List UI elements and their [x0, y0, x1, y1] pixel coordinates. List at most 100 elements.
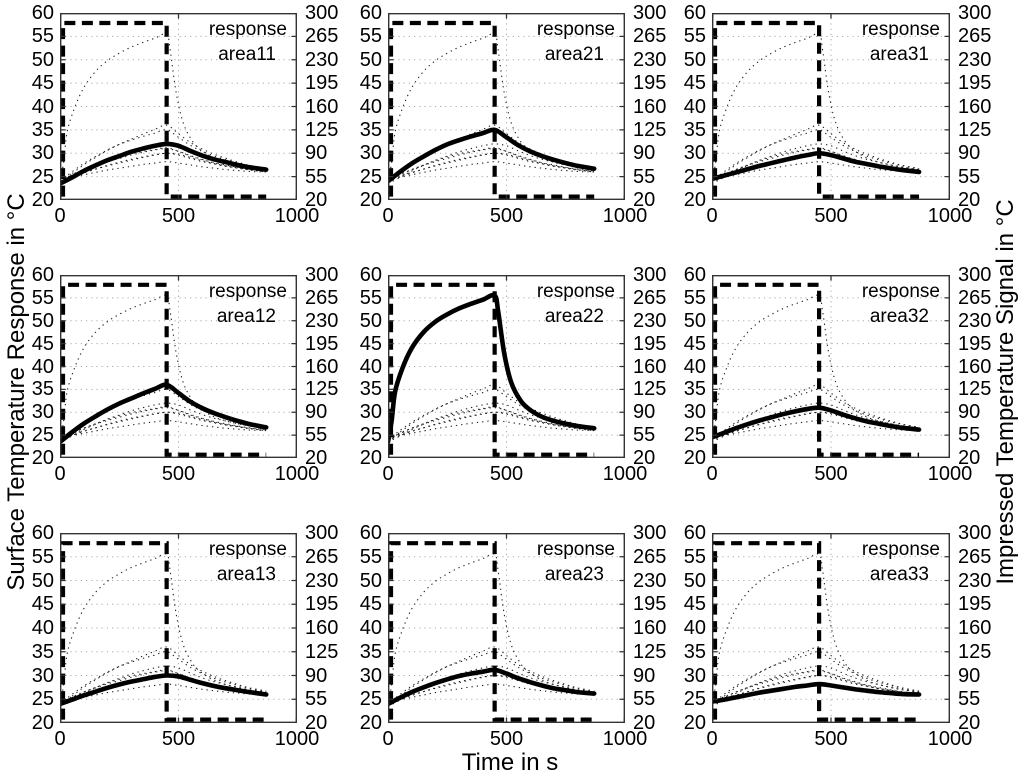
y-right-tick-label: 20 [958, 189, 981, 211]
x-tick-label: 0 [706, 205, 718, 227]
y-left-tick-label: 25 [683, 688, 706, 711]
legend-response-label: response [536, 19, 615, 40]
y-left-tick-label: 20 [31, 447, 54, 469]
x-tick-label: 1000 [602, 728, 648, 750]
y-left-tick-label: 35 [683, 118, 706, 141]
y-left-tick-label: 60 [31, 2, 54, 24]
plot-canvas-area23 [388, 533, 625, 723]
subplot-area21: 20 25 30 35 40 45 50 55 60 20 55 90 125 160 195 230 265 3… [330, 1, 687, 232]
y-left-tick-label: 35 [359, 118, 382, 141]
x-tick-label: 500 [161, 205, 196, 227]
legend-area33: response area33 [712, 537, 946, 587]
subplot-area31: 20 25 30 35 40 45 50 55 60 20 55 90 125 160 195 230 265 3… [654, 1, 1012, 232]
y-left-tick-label: 35 [31, 640, 54, 663]
legend-area-label: area32 [869, 306, 929, 327]
y-left-tick-label: 45 [31, 72, 54, 95]
y-right-tick-label: 230 [633, 569, 667, 592]
legend-area-label: area12 [216, 306, 276, 327]
y-right-tick-label: 230 [305, 569, 339, 592]
y-left-tick-label: 55 [359, 286, 382, 309]
y-left-tick-label: 25 [359, 424, 382, 447]
y-right-tick-label: 195 [305, 593, 339, 616]
legend-area21: response area21 [388, 17, 621, 67]
y-right-tick-label: 125 [305, 118, 339, 141]
legend-area32: response area32 [712, 279, 946, 329]
y-left-tick-label: 25 [31, 688, 54, 711]
y-right-tick-label: 20 [633, 712, 656, 734]
y-right-tick-label: 90 [305, 664, 328, 687]
y-right-tick-label: 125 [633, 378, 667, 401]
plot-canvas-area33 [712, 533, 950, 723]
y-left-tick-label: 50 [683, 48, 706, 71]
y-left-tick-label: 45 [31, 593, 54, 616]
legend-area-label: area22 [544, 306, 604, 327]
legend-response-label: response [208, 281, 287, 302]
y-left-tick-label: 35 [683, 378, 706, 401]
x-tick-label: 1000 [927, 728, 973, 750]
y-right-tick-label: 230 [633, 309, 667, 332]
y-left-tick-label: 50 [359, 48, 382, 71]
y-left-tick-label: 25 [31, 424, 54, 447]
legend-response-label: response [208, 19, 287, 40]
y-right-tick-label: 195 [958, 72, 992, 95]
x-tick-label: 1000 [927, 205, 973, 227]
x-tick-label: 500 [161, 728, 196, 750]
x-axis-label: Time in s [461, 749, 559, 776]
y-left-tick-label: 50 [31, 48, 54, 71]
subplot-area32: 20 25 30 35 40 45 50 55 60 20 55 90 125 160 195 230 265 3… [654, 263, 1012, 490]
y-right-tick-label: 125 [305, 378, 339, 401]
y-left-tick-label: 55 [31, 25, 54, 48]
plot-canvas-area11 [60, 13, 297, 200]
y-left-tick-label: 50 [31, 569, 54, 592]
y-left-tick-label: 40 [683, 95, 706, 118]
y-left-tick-label: 45 [683, 332, 706, 355]
legend-response-label: response [536, 539, 615, 560]
legend-area-label: area21 [544, 44, 604, 65]
y-right-tick-label: 300 [958, 264, 992, 286]
y-right-tick-label: 20 [633, 189, 656, 211]
legend-response-label: response [861, 19, 940, 40]
y-left-tick-label: 45 [359, 332, 382, 355]
y-right-tick-label: 55 [305, 688, 328, 711]
y-right-tick-label: 230 [305, 309, 339, 332]
y-right-tick-label: 300 [958, 2, 992, 24]
y-left-tick-label: 35 [683, 640, 706, 663]
y-right-tick-label: 55 [958, 165, 981, 188]
y-left-tick-label: 55 [683, 545, 706, 568]
y-left-tick-label: 30 [31, 142, 54, 165]
x-tick-label: 1000 [274, 463, 320, 485]
plot-canvas-area21 [388, 13, 625, 200]
x-tick-label: 500 [814, 728, 848, 750]
y-left-tick-label: 30 [359, 142, 382, 165]
y-right-tick-label: 300 [305, 2, 339, 24]
y-right-tick-label: 160 [958, 355, 992, 378]
y-right-tick-label: 55 [958, 688, 981, 711]
y-left-tick-label: 55 [683, 25, 706, 48]
y-right-tick-label: 300 [958, 522, 992, 544]
y-left-tick-label: 50 [31, 309, 54, 332]
y-right-tick-label: 265 [633, 545, 667, 568]
subplot-area12: 20 25 30 35 40 45 50 55 60 20 55 90 125 160 195 230 265 3… [2, 263, 359, 490]
y-left-tick-label: 35 [31, 118, 54, 141]
y-right-tick-label: 230 [958, 309, 992, 332]
legend-area-label: area33 [869, 564, 929, 585]
y-right-tick-label: 160 [958, 617, 992, 639]
y-right-tick-label: 55 [958, 424, 981, 447]
subplot-area13: 20 25 30 35 40 45 50 55 60 20 55 90 125 160 195 230 265 3… [2, 521, 359, 755]
y-right-tick-label: 20 [958, 712, 981, 734]
y-left-tick-label: 50 [683, 309, 706, 332]
y-right-tick-label: 90 [305, 401, 328, 424]
y-right-tick-label: 195 [958, 593, 992, 616]
y-right-tick-label: 20 [305, 447, 328, 469]
y-right-tick-label: 265 [633, 286, 667, 309]
legend-area-label: area31 [869, 44, 929, 65]
y-right-tick-label: 20 [305, 189, 328, 211]
y-right-tick-label: 160 [633, 355, 667, 378]
y-right-tick-label: 265 [958, 545, 992, 568]
y-left-tick-label: 60 [359, 2, 382, 24]
x-tick-label: 500 [489, 205, 524, 227]
y-right-tick-label: 20 [633, 447, 656, 469]
y-right-tick-label: 230 [305, 48, 339, 71]
y-left-tick-label: 30 [683, 142, 706, 165]
